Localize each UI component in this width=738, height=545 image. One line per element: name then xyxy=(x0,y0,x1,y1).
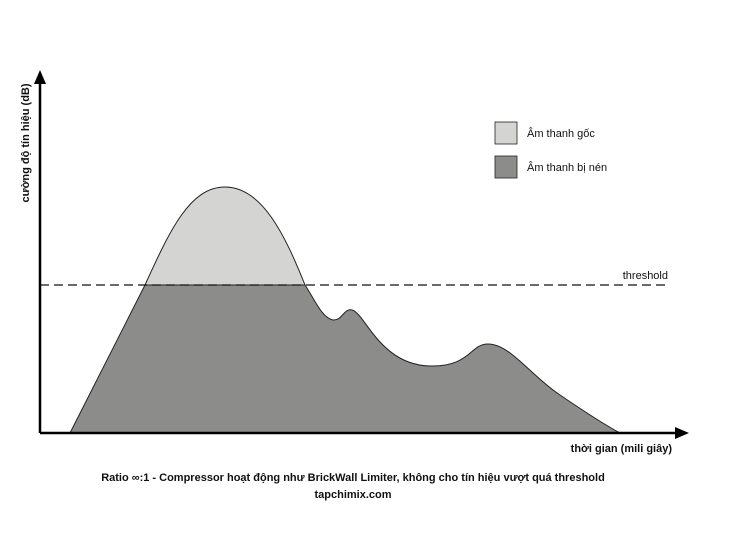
legend-swatch xyxy=(494,121,518,145)
caption-source: tapchimix.com xyxy=(314,489,391,501)
y-axis-label: cường độ tín hiệu (dB) xyxy=(20,83,32,202)
y-axis-arrow xyxy=(34,70,46,84)
x-axis-arrow xyxy=(675,427,689,439)
original-signal xyxy=(144,186,306,286)
threshold-label: threshold xyxy=(623,270,668,282)
x-axis-label: thời gian (mili giây) xyxy=(571,443,673,455)
caption: Ratio ∞:1 - Compressor hoạt động như Bri… xyxy=(101,472,605,484)
compressed-signal xyxy=(69,284,621,434)
legend-label: Âm thanh bị nén xyxy=(527,161,607,174)
legend-swatch xyxy=(494,155,518,179)
legend-label: Âm thanh gốc xyxy=(527,127,595,140)
